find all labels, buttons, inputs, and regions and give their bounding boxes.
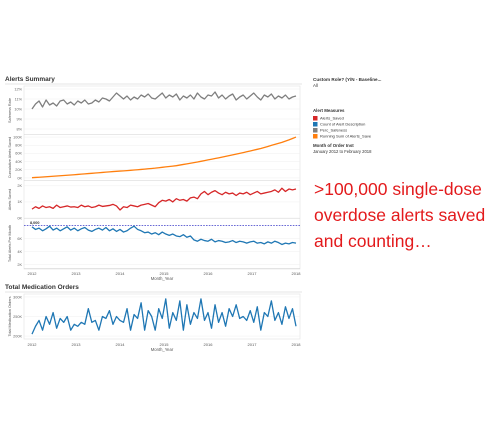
legend-swatch bbox=[313, 134, 318, 139]
x-tick-label: 2015 bbox=[160, 271, 170, 276]
y-tick-label-safeness: 12% bbox=[14, 87, 22, 91]
alerts-saved-pane: 0K 1K 2K Alerts Saved bbox=[8, 184, 300, 220]
y-axis-label-saved: Alerts Saved bbox=[8, 189, 12, 211]
alerts-summary-panel: 8% 9% 10% 11% 12% Safeness Rate 0K 20K 40K 60K 80… bbox=[8, 85, 302, 281]
y-tick-label-cumulative: 40K bbox=[15, 160, 22, 164]
series-line-total bbox=[31, 225, 297, 246]
series-line-safeness bbox=[31, 91, 297, 110]
filter-panel: Custom Role? (Y/N - Baseline... All Aler… bbox=[313, 77, 381, 154]
month-filter-label: Month of Order Inst bbox=[313, 143, 354, 148]
legend-label: Alerts_Saved bbox=[320, 116, 344, 121]
orders-x-axis: 2012 2013 2014 2015 2016 2017 2018 bbox=[28, 342, 302, 347]
y-tick-label-cumulative: 60K bbox=[15, 152, 22, 156]
y-tick-label-safeness: 8% bbox=[17, 127, 23, 131]
x-tick-label: 2017 bbox=[248, 342, 258, 347]
x-tick-label: 2016 bbox=[204, 271, 214, 276]
y-axis-label-orders: Total Medication Orders bbox=[8, 296, 12, 336]
alerts-x-axis-label: Month_Year bbox=[151, 276, 174, 281]
x-tick-label: 2012 bbox=[28, 271, 38, 276]
x-tick-label: 2014 bbox=[116, 342, 126, 347]
alerts-x-axis: 2012 2013 2014 2015 2016 2017 2018 bbox=[28, 271, 302, 276]
legend-label: Perc_Safeness bbox=[320, 128, 347, 133]
x-tick-label: 2013 bbox=[72, 342, 82, 347]
x-tick-label: 2018 bbox=[292, 271, 302, 276]
legend-swatch bbox=[313, 128, 318, 133]
y-tick-label-saved: 0K bbox=[17, 216, 22, 220]
callout-line-1: >100,000 single-dose bbox=[314, 179, 482, 199]
y-tick-label-orders: 250K bbox=[13, 315, 22, 319]
legend-label: Running Sum of Alerts_Save bbox=[320, 134, 372, 139]
total-orders-title: Total Medication Orders bbox=[5, 284, 79, 291]
panel-frame bbox=[23, 85, 301, 270]
custom-role-filter-value[interactable]: All bbox=[313, 83, 318, 88]
legend-swatch bbox=[313, 122, 318, 127]
y-tick-label-saved: 1K bbox=[17, 200, 22, 204]
y-tick-label-safeness: 9% bbox=[17, 117, 23, 121]
y-axis-label-cumulative: Cumulative Alerts Saved bbox=[8, 137, 12, 178]
legend-label: Count of Alert Description bbox=[320, 122, 365, 127]
y-tick-label-total: 6K bbox=[17, 237, 22, 241]
x-tick-label: 2012 bbox=[28, 342, 38, 347]
legend-swatch bbox=[313, 116, 318, 121]
x-tick-label: 2018 bbox=[292, 342, 302, 347]
orders-x-axis-label: Month_Year bbox=[151, 347, 174, 352]
y-tick-label-safeness: 10% bbox=[14, 107, 22, 111]
series-line-cumulative bbox=[31, 136, 297, 179]
y-tick-label-cumulative: 0K bbox=[17, 176, 22, 180]
alert-measures-legend-title: Alert Measures bbox=[313, 108, 345, 113]
total-alerts-pane: 2K 4K 6K Total Alerts Per Month 8,000 bbox=[8, 221, 300, 269]
x-tick-label: 2016 bbox=[204, 342, 214, 347]
custom-role-filter-label: Custom Role? (Y/N - Baseline... bbox=[313, 77, 381, 82]
callout-annotation: >100,000 single-dose overdose alerts sav… bbox=[314, 176, 498, 254]
y-tick-label-cumulative: 80K bbox=[15, 144, 22, 148]
callout-line-3: and counting… bbox=[314, 231, 432, 251]
y-tick-label-total: 4K bbox=[17, 250, 22, 254]
alerts-summary-title: Alerts Summary bbox=[5, 76, 55, 83]
y-axis-label-safeness: Safeness Rate bbox=[8, 98, 12, 123]
y-tick-label-total: 2K bbox=[17, 263, 22, 267]
month-filter-value[interactable]: January 2012 to February 2018 bbox=[313, 149, 372, 154]
y-tick-label-cumulative: 100K bbox=[13, 135, 22, 139]
y-tick-label-orders: 300K bbox=[13, 295, 22, 299]
x-tick-label: 2014 bbox=[116, 271, 126, 276]
x-tick-label: 2017 bbox=[248, 271, 258, 276]
y-axis-label-total: Total Alerts Per Month bbox=[8, 225, 12, 262]
callout-line-2: overdose alerts saved bbox=[314, 205, 486, 225]
x-tick-label: 2015 bbox=[160, 342, 170, 347]
series-line-saved bbox=[31, 187, 297, 211]
y-tick-label-cumulative: 20K bbox=[15, 168, 22, 172]
safeness-rate-pane: 8% 9% 10% 11% 12% Safeness Rate bbox=[8, 87, 300, 135]
reference-line-label: 8,000 bbox=[30, 221, 40, 225]
series-line-orders bbox=[31, 298, 297, 335]
y-tick-label-orders: 200K bbox=[13, 334, 22, 338]
x-tick-label: 2013 bbox=[72, 271, 82, 276]
y-tick-label-safeness: 11% bbox=[15, 97, 23, 101]
y-tick-label-saved: 2K bbox=[17, 184, 22, 188]
